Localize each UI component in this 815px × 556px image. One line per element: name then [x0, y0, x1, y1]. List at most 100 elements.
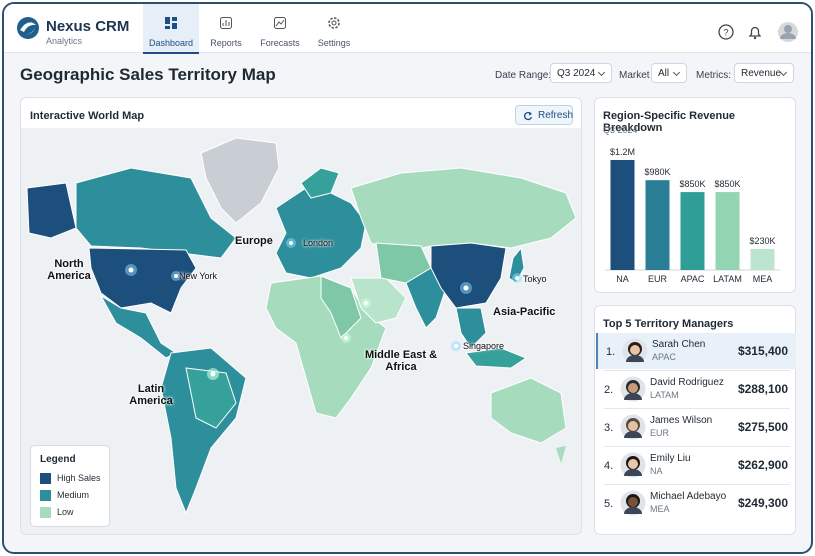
avatar-face	[628, 421, 638, 431]
manager-row: 3. James Wilson EUR $275,500	[596, 409, 796, 445]
row-divider	[604, 408, 790, 409]
chart-panel: Region-Specific Revenue Breakdown Q3 202…	[594, 97, 796, 293]
manager-amount: $275,500	[737, 420, 788, 434]
rank: 5.	[604, 498, 614, 510]
manager-row: 2. David Rodriguez LATAM $288,100	[596, 371, 796, 407]
page-title: Geographic Sales Territory Map	[20, 65, 276, 84]
nav-item[interactable]: Forecasts	[252, 4, 308, 52]
legend-label: Low	[57, 507, 74, 517]
manager-amount: $249,300	[737, 496, 788, 510]
manager-name: Emily Liu	[650, 453, 691, 464]
avatar	[620, 490, 646, 516]
nav-item[interactable]: Dashboard	[143, 4, 199, 54]
filter-select[interactable]: Q3 2024	[550, 63, 612, 83]
city-label: Singapore	[463, 341, 505, 351]
manager-region: NA	[650, 466, 663, 476]
manager-name: James Wilson	[650, 415, 713, 426]
value-label: $1.2M	[610, 147, 635, 157]
manager-name: David Rodriguez	[650, 377, 724, 388]
legend-swatch	[40, 490, 51, 501]
avatar	[620, 376, 646, 402]
avatar-body	[624, 469, 642, 476]
legend-label: Medium	[57, 490, 90, 500]
value-label: $980K	[644, 167, 670, 177]
svg-text:?: ?	[723, 28, 728, 38]
manager-name: Sarah Chen	[652, 339, 706, 350]
rank: 2.	[604, 384, 614, 396]
manager-region: APAC	[652, 352, 676, 362]
nav-item[interactable]: Settings	[306, 4, 362, 52]
panel-title: Interactive World Map	[30, 110, 145, 122]
avatar-face	[628, 459, 638, 469]
region-label: Middle East & Africa	[364, 349, 438, 373]
header-icons: ?	[718, 22, 798, 42]
manager-row: 1. Sarah Chen APAC $315,400	[596, 333, 796, 369]
map-legend: Legend High Sales Medium Low	[30, 445, 110, 527]
city-label: Tokyo	[523, 274, 547, 284]
refresh-button[interactable]: Refresh	[515, 105, 573, 125]
manager-amount: $288,100	[737, 382, 788, 396]
row-divider	[604, 446, 790, 447]
avatar-face	[628, 383, 638, 393]
x-tick-label: MEA	[753, 274, 773, 284]
city-label: London	[303, 238, 334, 248]
manager-amount: $315,400	[737, 344, 788, 358]
avatar-body	[624, 431, 642, 438]
avatar-body	[624, 507, 642, 514]
region-label: Latin America	[129, 383, 173, 407]
manager-name: Michael Adebayo	[650, 491, 727, 502]
manager-region: LATAM	[650, 390, 679, 400]
legend-swatch	[40, 507, 51, 518]
nav-label: Settings	[317, 38, 351, 48]
nav-label: Dashboard	[148, 38, 194, 48]
nav-label: Reports	[210, 38, 242, 48]
value-label: $850K	[679, 179, 705, 189]
managers-title: Top 5 Territory Managers	[603, 318, 734, 330]
bar	[680, 192, 705, 270]
filter-select[interactable]: All	[651, 63, 687, 83]
refresh-label: Refresh	[538, 110, 574, 121]
nav-item[interactable]: Reports	[198, 4, 254, 52]
filter-label: Metrics:	[696, 70, 731, 81]
legend-title: Legend	[40, 454, 76, 465]
value-label: $230K	[749, 236, 775, 246]
rank: 4.	[604, 460, 614, 472]
brand-name: Nexus CRM	[46, 18, 130, 35]
avatar	[620, 452, 646, 478]
x-tick-label: EUR	[648, 274, 668, 284]
avatar-face	[628, 497, 638, 507]
value-label: $850K	[714, 179, 740, 189]
x-tick-label: APAC	[681, 274, 705, 284]
manager-row: 5. Michael Adebayo MEA $249,300	[596, 485, 796, 521]
region-label: Europe	[235, 235, 273, 247]
x-tick-label: LATAM	[713, 274, 742, 284]
avatar-body	[626, 355, 644, 362]
bar	[645, 180, 670, 270]
city-label: New York	[179, 271, 218, 281]
manager-amount: $262,900	[737, 458, 788, 472]
avatar	[620, 414, 646, 440]
rank: 1.	[606, 346, 616, 358]
avatar-face	[630, 345, 640, 355]
logo	[17, 17, 39, 39]
nav-label: Forecasts	[260, 38, 300, 48]
chart-title: Region-Specific Revenue Breakdown	[603, 110, 736, 134]
top-bar: Nexus CRM Analytics Dashboard Reports Fo…	[4, 4, 811, 54]
x-tick-label: NA	[616, 274, 629, 284]
map-panel: Interactive World Map	[20, 97, 582, 535]
row-divider	[604, 484, 790, 485]
bar-chart: $1.2M NA $980K EUR $850K APAC $850K LATAM $230K M…	[605, 147, 780, 284]
legend-label: High Sales	[57, 473, 101, 483]
filter-select[interactable]: Revenue	[734, 63, 794, 83]
filter-label: Date Range:	[495, 70, 552, 81]
bar	[715, 192, 740, 270]
world-map[interactable]	[21, 128, 581, 534]
manager-region: EUR	[650, 428, 670, 438]
avatar	[622, 338, 648, 364]
bar	[610, 160, 635, 270]
region-label: North America	[47, 258, 91, 282]
rank: 3.	[604, 422, 614, 434]
row-divider	[604, 370, 790, 371]
filter-label: Market	[619, 70, 650, 81]
